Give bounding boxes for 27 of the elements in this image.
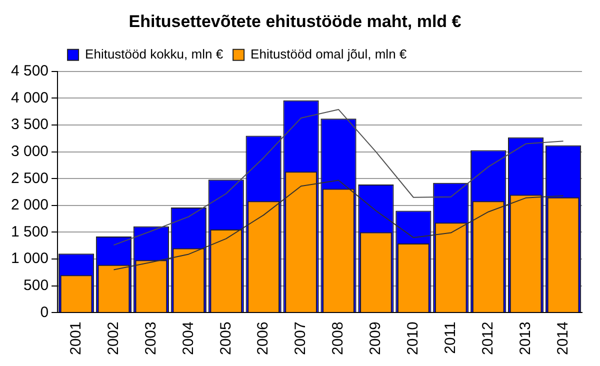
x-tick-label: 2003 — [142, 322, 160, 356]
x-tick-label: 2008 — [330, 322, 347, 356]
x-tick-label: 2013 — [516, 322, 534, 356]
y-tick-label: 500 — [24, 276, 49, 294]
x-tick-label: 2002 — [104, 322, 122, 356]
y-tick-label: 0 — [40, 304, 49, 321]
legend-label: Ehitustööd omal jõul, mln € — [250, 46, 408, 62]
x-tick-label: 2014 — [554, 322, 572, 356]
y-tick-label: 4 000 — [10, 89, 49, 106]
legend-label: Ehitustööd kokku, mln € — [85, 46, 224, 62]
y-tick-label: 4 500 — [10, 62, 49, 80]
y-tick-label: 1 000 — [10, 250, 49, 268]
x-tick-label: 2005 — [217, 322, 234, 356]
y-tick-label: 1 500 — [10, 223, 49, 240]
x-tick-label: 2010 — [404, 322, 422, 356]
x-tick-label: 2007 — [292, 322, 310, 356]
x-tick-label: 2011 — [442, 322, 460, 354]
chart-title: Ehitusettevõtete ehitustööde maht, mld € — [128, 12, 462, 31]
y-tick-label: 2 000 — [10, 196, 49, 214]
x-tick-label: 2006 — [254, 322, 272, 356]
y-tick-label: 3 000 — [10, 142, 49, 160]
y-tick-label: 2 500 — [10, 170, 49, 187]
x-tick-label: 2004 — [180, 322, 197, 356]
x-tick-label: 2012 — [479, 322, 496, 356]
y-tick-label: 3 500 — [10, 116, 49, 134]
x-tick-label: 2009 — [367, 322, 384, 356]
x-tick-label: 2001 — [67, 322, 84, 356]
